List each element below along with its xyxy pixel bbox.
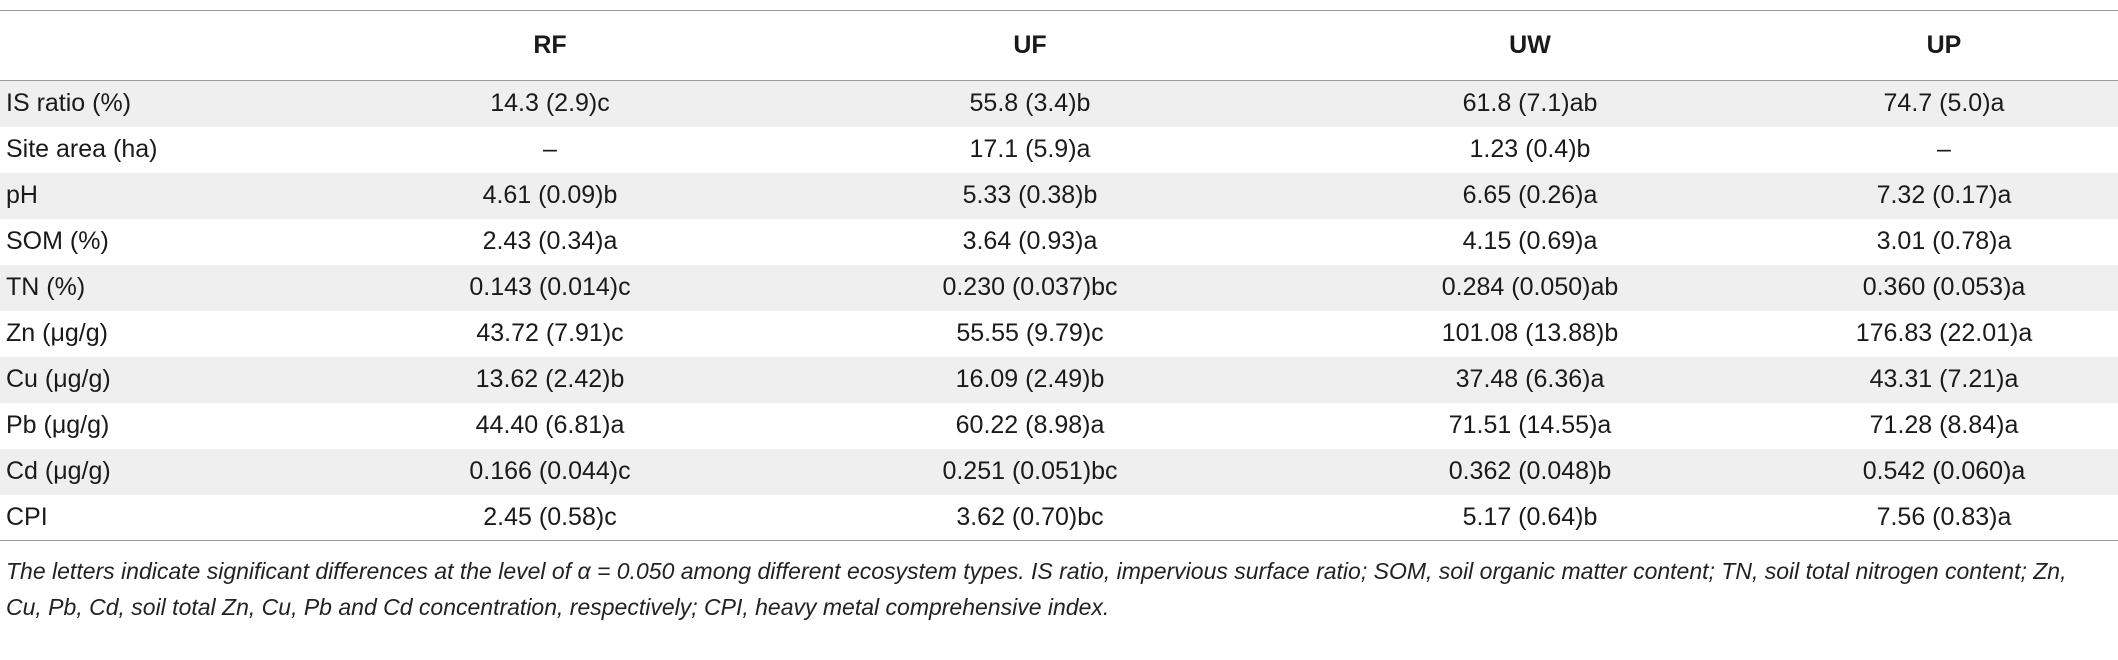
table-cell-uf: 16.09 (2.49)b [770, 356, 1290, 403]
table-cell-up: 71.28 (8.84)a [1770, 402, 2118, 449]
header-cell-uf: UF [770, 10, 1290, 81]
table-cell-variable: Cu (μg/g) [0, 356, 330, 403]
table-cell-variable: pH [0, 172, 330, 219]
table-cell-uf: 3.64 (0.93)a [770, 218, 1290, 265]
table-row: IS ratio (%) 14.3 (2.9)c 55.8 (3.4)b 61.8 (… [0, 80, 2118, 127]
header-cell-rf: RF [330, 10, 770, 81]
table-cell-uw: 37.48 (6.36)a [1290, 356, 1770, 403]
table-cell-variable: Zn (μg/g) [0, 310, 330, 357]
table-row: pH 4.61 (0.09)b 5.33 (0.38)b 6.65 (0.26)a 7.… [0, 172, 2118, 219]
table-cell-uw: 71.51 (14.55)a [1290, 402, 1770, 449]
table-cell-variable: TN (%) [0, 264, 330, 311]
table-row: Zn (μg/g) 43.72 (7.91)c 55.55 (9.79)c 101.0… [0, 310, 2118, 357]
table-cell-variable: Cd (μg/g) [0, 448, 330, 495]
table-cell-variable: SOM (%) [0, 218, 330, 265]
table-cell-variable: CPI [0, 494, 330, 541]
data-table: RF UF UW UP IS ratio (%) 14.3 (2.9)c 55.8 … [0, 10, 2118, 541]
table-cell-rf: 43.72 (7.91)c [330, 310, 770, 357]
table-cell-up: – [1770, 126, 2118, 173]
header-cell-variable [0, 10, 330, 81]
table-cell-variable: IS ratio (%) [0, 80, 330, 127]
table-cell-rf: 2.45 (0.58)c [330, 494, 770, 541]
table-row: CPI 2.45 (0.58)c 3.62 (0.70)bc 5.17 (0.64)b… [0, 494, 2118, 541]
table-row: Site area (ha) –17.1 (5.9)a 1.23 (0.4)b – [0, 126, 2118, 173]
table-cell-rf: 14.3 (2.9)c [330, 80, 770, 127]
table-cell-variable: Pb (μg/g) [0, 402, 330, 449]
table-cell-up: 7.32 (0.17)a [1770, 172, 2118, 219]
table-cell-uf: 55.8 (3.4)b [770, 80, 1290, 127]
table-cell-uw: 5.17 (0.64)b [1290, 494, 1770, 541]
table-cell-uw: 4.15 (0.69)a [1290, 218, 1770, 265]
table-cell-uw: 6.65 (0.26)a [1290, 172, 1770, 219]
table-header: RF UF UW UP [0, 10, 2118, 81]
table-cell-uf: 55.55 (9.79)c [770, 310, 1290, 357]
table-cell-up: 43.31 (7.21)a [1770, 356, 2118, 403]
table-cell-rf: – [330, 126, 770, 173]
table-cell-rf: 2.43 (0.34)a [330, 218, 770, 265]
table-body: IS ratio (%) 14.3 (2.9)c 55.8 (3.4)b 61.8 (… [0, 80, 2118, 541]
table-cell-up: 74.7 (5.0)a [1770, 80, 2118, 127]
table-row: Cd (μg/g) 0.166 (0.044)c 0.251 (0.051)bc 0.… [0, 448, 2118, 495]
table-row: Pb (μg/g) 44.40 (6.81)a 60.22 (8.98)a 71.51… [0, 402, 2118, 449]
table-cell-rf: 0.143 (0.014)c [330, 264, 770, 311]
table-cell-uf: 0.230 (0.037)bc [770, 264, 1290, 311]
table-cell-variable: Site area (ha) [0, 126, 330, 173]
table-cell-up: 7.56 (0.83)a [1770, 494, 2118, 541]
table-footnote: The letters indicate significant differe… [6, 558, 2067, 620]
table-cell-uf: 0.251 (0.051)bc [770, 448, 1290, 495]
table-cell-uw: 101.08 (13.88)b [1290, 310, 1770, 357]
header-row: RF UF UW UP [0, 10, 2118, 81]
table-cell-rf: 0.166 (0.044)c [330, 448, 770, 495]
table-row: Cu (μg/g) 13.62 (2.42)b 16.09 (2.49)b 37.48… [0, 356, 2118, 403]
table-cell-uf: 3.62 (0.70)bc [770, 494, 1290, 541]
table-cell-rf: 44.40 (6.81)a [330, 402, 770, 449]
table-cell-uf: 5.33 (0.38)b [770, 172, 1290, 219]
table-cell-up: 3.01 (0.78)a [1770, 218, 2118, 265]
table-row: TN (%) 0.143 (0.014)c 0.230 (0.037)bc 0.284… [0, 264, 2118, 311]
table-cell-uf: 17.1 (5.9)a [770, 126, 1290, 173]
header-cell-uw: UW [1290, 10, 1770, 81]
table-cell-up: 0.542 (0.060)a [1770, 448, 2118, 495]
table-cell-up: 0.360 (0.053)a [1770, 264, 2118, 311]
table-cell-uw: 0.362 (0.048)b [1290, 448, 1770, 495]
table-cell-uf: 60.22 (8.98)a [770, 402, 1290, 449]
table-row: SOM (%) 2.43 (0.34)a 3.64 (0.93)a 4.15 (0.6… [0, 218, 2118, 265]
table-cell-rf: 13.62 (2.42)b [330, 356, 770, 403]
data-table-container: RF UF UW UP IS ratio (%) 14.3 (2.9)c 55.8 … [0, 10, 2118, 541]
header-cell-up: UP [1770, 10, 2118, 81]
table-cell-rf: 4.61 (0.09)b [330, 172, 770, 219]
table-cell-uw: 1.23 (0.4)b [1290, 126, 1770, 173]
table-cell-uw: 61.8 (7.1)ab [1290, 80, 1770, 127]
table-cell-uw: 0.284 (0.050)ab [1290, 264, 1770, 311]
table-cell-up: 176.83 (22.01)a [1770, 310, 2118, 357]
